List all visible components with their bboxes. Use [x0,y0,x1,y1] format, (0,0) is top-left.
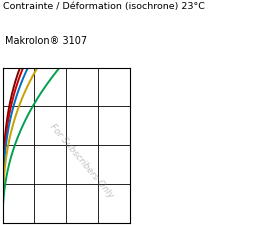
Text: Makrolon® 3107: Makrolon® 3107 [5,36,87,46]
Text: For Subscribers Only: For Subscribers Only [48,122,115,200]
Text: Contrainte / Déformation (isochrone) 23°C: Contrainte / Déformation (isochrone) 23°… [3,2,204,11]
